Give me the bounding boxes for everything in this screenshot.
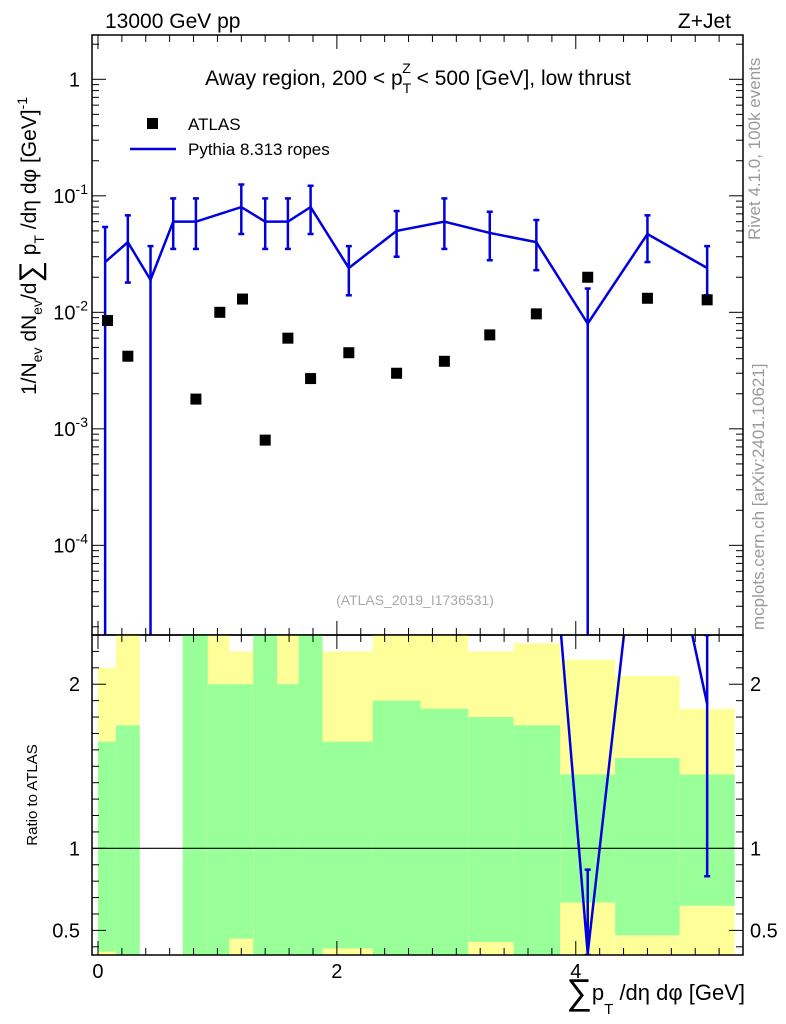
- ratio-y-tick-label-right: 1: [750, 838, 761, 860]
- atlas-data-point: [237, 293, 249, 305]
- ratio-inner-band: [322, 741, 373, 949]
- legend-atlas-marker: [147, 118, 158, 129]
- y-axis-title: 1/Nev dNev/d∑ pT /dη dφ [GeV]-1: [14, 97, 47, 395]
- rivet-label: Rivet 4.1.0, 100k events: [745, 58, 764, 240]
- x-tick-label: 2: [331, 961, 342, 983]
- atlas-data-point: [305, 373, 317, 385]
- ratio-inner-band: [207, 684, 230, 955]
- atlas-data-point: [259, 434, 271, 446]
- legend-mc-label: Pythia 8.313 ropes: [188, 140, 330, 159]
- atlas-data-point: [438, 355, 450, 367]
- process-label: Z+Jet: [678, 10, 731, 33]
- legend-atlas-label: ATLAS: [188, 115, 241, 134]
- ratio-inner-band: [229, 684, 254, 939]
- ratio-y-tick-label: 1: [69, 838, 80, 860]
- y-tick-label: 1: [69, 69, 80, 91]
- atlas-data-point: [146, 636, 157, 647]
- atlas-data-point: [190, 393, 202, 405]
- atlas-data-point: [343, 347, 355, 359]
- legend: ATLAS Pythia 8.313 ropes: [130, 115, 330, 159]
- atlas-data-point: [530, 308, 542, 320]
- x-tick-label: 4: [570, 961, 581, 983]
- ratio-inner-band: [115, 725, 140, 955]
- ratio-y-axis-title: Ratio to ATLAS: [24, 744, 41, 845]
- ratio-inner-band: [298, 635, 323, 955]
- ratio-inner-band: [97, 741, 116, 952]
- ratio-y-tick-label-right: 2: [750, 674, 761, 696]
- ratio-y-tick-label: 0.5: [52, 920, 80, 942]
- ratio-inner-band: [372, 700, 421, 955]
- atlas-data-point: [214, 306, 226, 318]
- atlas-data-point: [484, 329, 496, 341]
- atlas-data-point: [701, 294, 713, 306]
- energy-label: 13000 GeV pp: [105, 10, 240, 33]
- plot-title: Away region, 200 < pTZ < 500 [GeV], low …: [205, 60, 631, 96]
- atlas-data-point: [641, 292, 653, 304]
- y-tick-label: 10-1: [53, 181, 88, 208]
- ratio-inner-band: [420, 708, 469, 955]
- ratio-inner-band: [277, 684, 299, 955]
- ratio-plot-frame: [91, 634, 744, 956]
- analysis-label: (ATLAS_2019_I1736531): [336, 592, 494, 608]
- x-tick-label: 0: [92, 961, 103, 983]
- ratio-inner-band: [513, 725, 561, 955]
- mcplots-label: mcplots.cern.ch [arXiv:2401.10621]: [749, 364, 768, 630]
- y-tick-label: 10-2: [53, 297, 88, 324]
- y-tick-label: 10-3: [53, 414, 88, 441]
- ratio-inner-band: [468, 717, 514, 942]
- x-axis-title: ∑pT /dη dφ [GeV]: [566, 971, 745, 1018]
- atlas-data-point: [122, 350, 134, 362]
- atlas-data-point: [582, 271, 594, 283]
- ratio-inner-band: [615, 758, 680, 936]
- y-tick-label: 10-4: [53, 530, 88, 557]
- ratio-mc-line: [559, 635, 709, 954]
- ratio-y-tick-label: 2: [69, 674, 80, 696]
- atlas-data-point: [282, 332, 294, 344]
- ratio-y-tick-label-right: 0.5: [750, 920, 778, 942]
- atlas-data-point: [102, 315, 114, 327]
- ratio-inner-band: [253, 635, 278, 955]
- ratio-inner-band: [182, 635, 208, 955]
- atlas-data-point: [391, 367, 403, 379]
